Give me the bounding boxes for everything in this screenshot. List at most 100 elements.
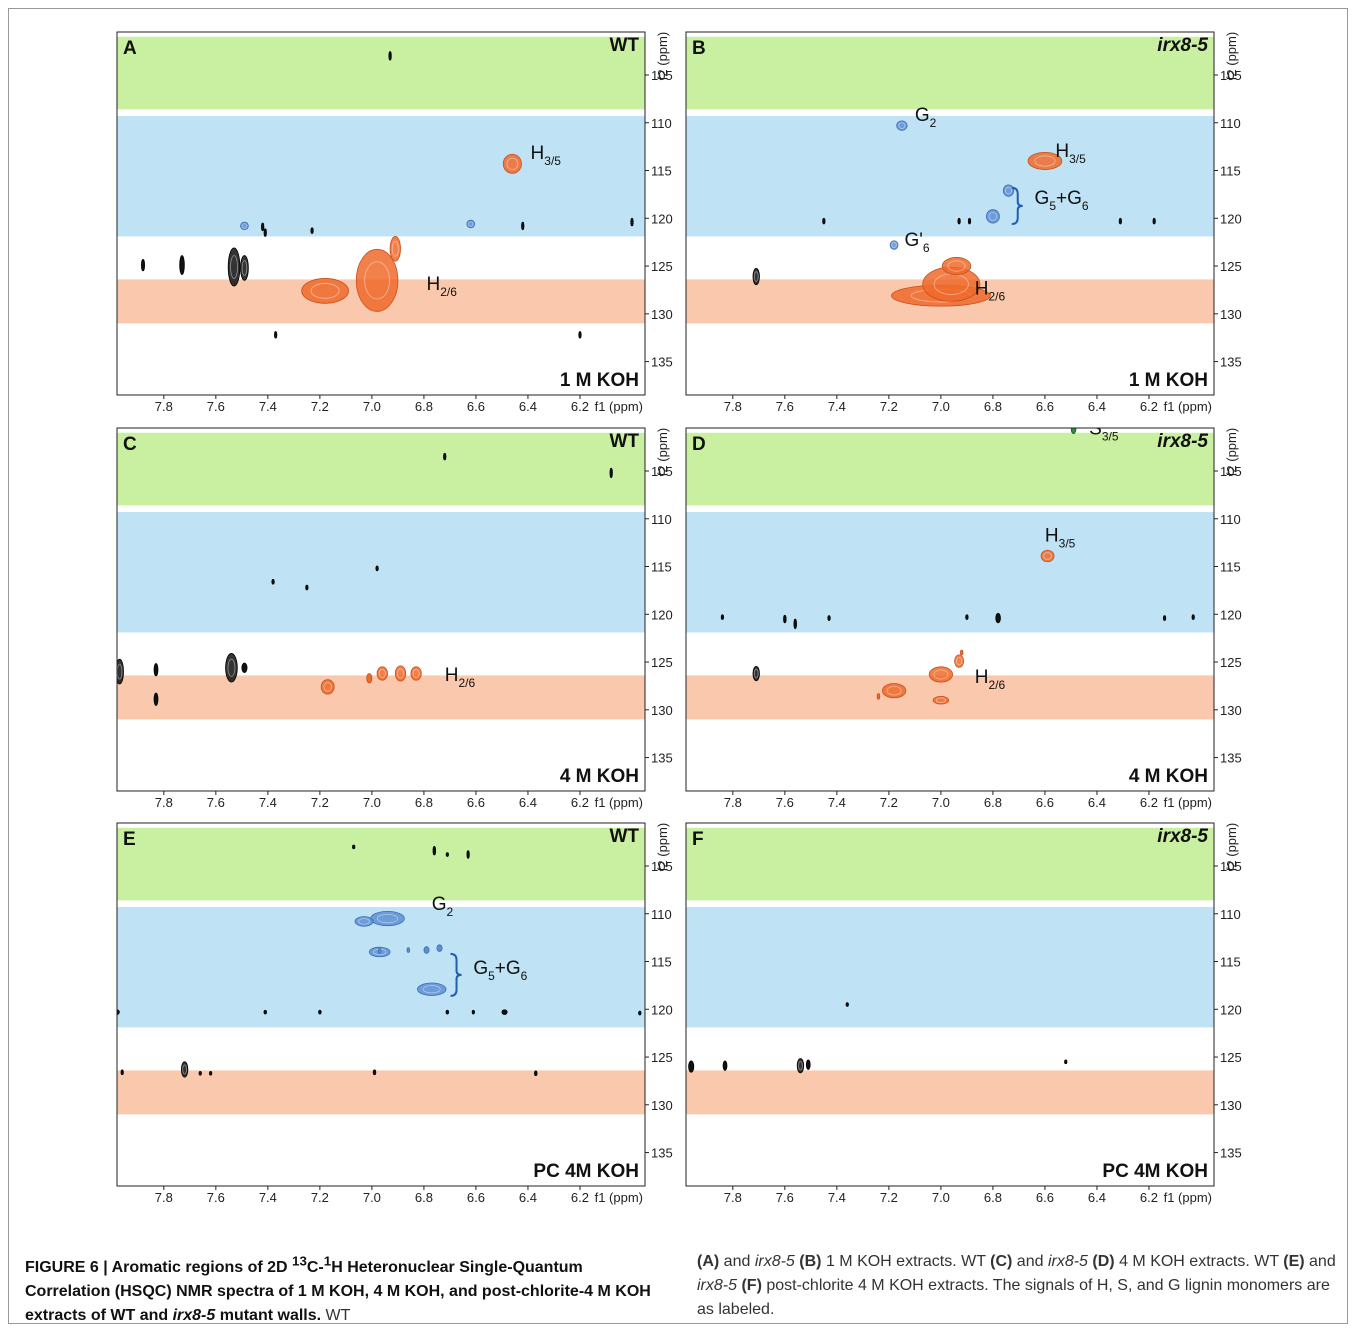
nmr-peak-h xyxy=(928,666,954,683)
nmr-peak-other xyxy=(209,1070,213,1076)
nmr-peak-other xyxy=(466,850,470,859)
g-region-band xyxy=(117,512,645,633)
x-tick-label: 6.6 xyxy=(1036,1190,1054,1205)
nmr-peak-contour xyxy=(358,918,370,925)
caption-left-tail: WT xyxy=(321,1307,351,1325)
y-tick-label: 110 xyxy=(651,907,672,922)
y-tick-label: 110 xyxy=(651,512,672,527)
y-tick-label: 125 xyxy=(1220,1050,1242,1065)
y-axis-label: f2 (ppm) xyxy=(655,823,670,871)
x-tick-label: 7.0 xyxy=(932,399,950,414)
y-tick-label: 105 xyxy=(651,464,673,479)
x-tick-label: 6.2 xyxy=(571,399,589,414)
nmr-peak-other xyxy=(688,1060,695,1073)
y-tick-label: 135 xyxy=(1220,1146,1242,1161)
nmr-peak-h xyxy=(941,257,972,276)
signal-label: H3/5 xyxy=(531,143,562,168)
nmr-peak-g xyxy=(986,209,1000,224)
x-tick-label: 7.6 xyxy=(207,1190,225,1205)
y-axis-label: f2 (ppm) xyxy=(655,32,670,80)
h-region-band xyxy=(117,1070,645,1115)
x-tick-label: 6.4 xyxy=(1088,1190,1106,1205)
nmr-peak-h xyxy=(376,666,388,681)
x-tick-label: 6.2 xyxy=(1140,795,1158,810)
y-tick-label: 130 xyxy=(1220,703,1242,718)
x-tick-label: 6.6 xyxy=(467,1190,485,1205)
y-tick-label: 120 xyxy=(651,211,673,226)
panel-border xyxy=(685,822,1215,1187)
y-tick-label: 130 xyxy=(651,703,673,718)
nmr-peak-other xyxy=(445,1009,450,1015)
nmr-peak-h xyxy=(389,236,401,262)
extract-label: 1 M KOH xyxy=(560,370,639,391)
nmr-peak-other xyxy=(783,614,787,624)
nmr-peak-other xyxy=(845,1002,849,1007)
plot-area: H2/6 xyxy=(117,432,645,720)
x-tick-label: 7.6 xyxy=(207,399,225,414)
bracket-icon xyxy=(450,952,462,997)
nmr-peak-other xyxy=(117,1009,120,1015)
nmr-peak-other xyxy=(261,222,265,232)
x-axis-label: f1 (ppm) xyxy=(1164,795,1212,810)
nmr-peak-other xyxy=(445,852,449,857)
signal-label: H3/5 xyxy=(1055,141,1086,166)
y-tick-label: 110 xyxy=(1220,116,1241,131)
signal-label: H2/6 xyxy=(975,279,1006,304)
nmr-peak-other xyxy=(263,1009,267,1015)
x-tick-label: 6.8 xyxy=(984,795,1002,810)
nmr-peak-contour xyxy=(988,211,998,221)
nmr-peak-other xyxy=(638,1010,642,1016)
y-axis-label: f2 (ppm) xyxy=(1224,428,1239,476)
y-tick-label: 115 xyxy=(1220,955,1241,970)
nmr-peak-other xyxy=(198,1070,202,1076)
nmr-peak-contour xyxy=(955,656,963,666)
signal-label: H3/5 xyxy=(1045,526,1076,551)
extract-label: PC 4M KOH xyxy=(1102,1161,1208,1182)
nmr-peak-contour xyxy=(230,255,238,279)
nmr-peak-other xyxy=(120,1069,124,1076)
nmr-peak-other xyxy=(752,268,760,286)
nmr-peak-h xyxy=(960,649,964,656)
figure-caption-right: (A) and irx8-5 (B) 1 M KOH extracts. WT … xyxy=(697,1253,1336,1318)
plot-area: G2 H3/5 G5+G6 G'6 H2/6 xyxy=(686,36,1214,324)
nmr-peak-contour xyxy=(241,223,248,229)
signal-label: G2 xyxy=(915,105,937,130)
sample-label: irx8-5 xyxy=(1157,431,1208,452)
extract-label: PC 4M KOH xyxy=(533,1161,639,1182)
nmr-peak-contour xyxy=(396,668,405,679)
nmr-peak-other xyxy=(241,662,248,673)
signal-label: G5+G6 xyxy=(473,958,527,983)
x-tick-label: 7.6 xyxy=(207,795,225,810)
x-tick-label: 7.4 xyxy=(259,1190,277,1205)
x-tick-label: 7.0 xyxy=(363,795,381,810)
x-tick-label: 7.2 xyxy=(311,399,329,414)
y-tick-label: 120 xyxy=(1220,211,1242,226)
y-tick-label: 110 xyxy=(1220,907,1241,922)
nmr-peak-other xyxy=(375,565,379,572)
nmr-peak-other xyxy=(180,1061,189,1078)
x-tick-label: 7.4 xyxy=(259,795,277,810)
spectrum-panel-d: S3/5 H3/5 H2/6 D irx8-5 4 M KOH 7.8 7.6 7.4 7.2 7.… xyxy=(685,427,1242,810)
panel-letter: F xyxy=(692,829,704,850)
y-tick-label: 115 xyxy=(1220,560,1241,575)
nmr-peak-other xyxy=(822,217,826,225)
sample-label: WT xyxy=(609,35,639,56)
signal-label: G2 xyxy=(432,894,454,919)
y-tick-label: 135 xyxy=(651,1146,673,1161)
nmr-peak-other xyxy=(1152,217,1156,225)
nmr-peak-other xyxy=(1064,1059,1068,1065)
y-tick-label: 105 xyxy=(651,68,673,83)
y-tick-label: 125 xyxy=(1220,655,1242,670)
nmr-peak-h xyxy=(320,679,335,695)
s-region-band xyxy=(686,36,1214,110)
figure-frame xyxy=(8,8,1348,1324)
y-tick-label: 125 xyxy=(651,259,673,274)
nmr-peak-other xyxy=(263,228,267,237)
nmr-peak-other xyxy=(521,221,525,231)
caption-title: FIGURE 6 | Aromatic regions of 2D 13C-1H… xyxy=(25,1254,651,1325)
nmr-peak-contour xyxy=(891,242,897,249)
nmr-peak-g xyxy=(466,219,476,229)
nmr-peak-h xyxy=(366,673,373,684)
panel-border xyxy=(116,822,646,1187)
nmr-peak-other xyxy=(501,1009,508,1015)
